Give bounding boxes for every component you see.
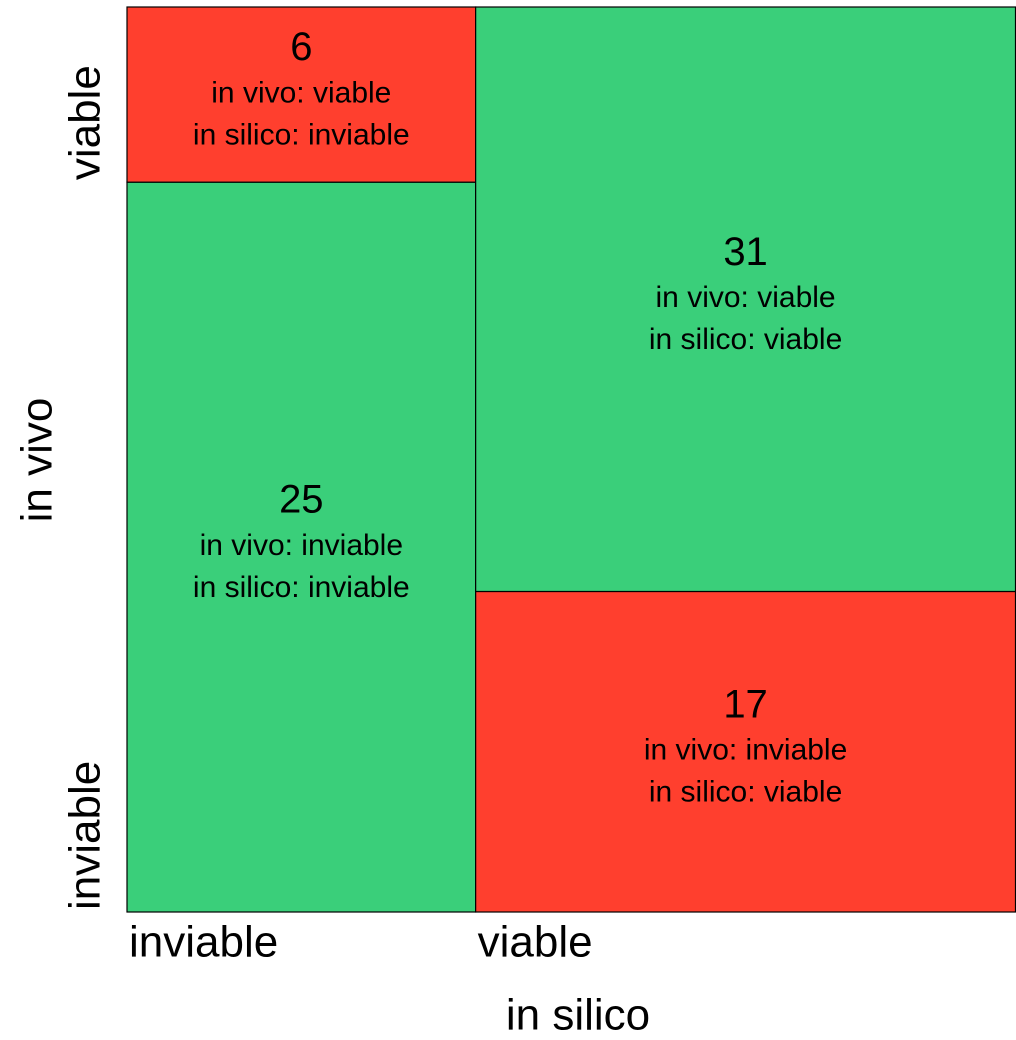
y-tick-label: viable (61, 65, 110, 180)
mosaic-cell (126, 6, 477, 183)
cell-text: in vivo: viable (656, 281, 836, 314)
cell-text: in silico: inviable (193, 119, 410, 152)
x-tick-label: viable (478, 918, 593, 967)
cell-text: in vivo: inviable (200, 529, 403, 562)
cell-count: 25 (279, 478, 324, 522)
x-axis-label: in silico (506, 991, 650, 1040)
cell-text: in silico: viable (649, 776, 842, 809)
cell-count: 17 (723, 682, 768, 726)
cell-count: 6 (290, 25, 312, 69)
y-tick-label: inviable (61, 761, 110, 910)
cell-count: 31 (723, 230, 768, 274)
cell-text: in vivo: viable (211, 77, 391, 110)
cell-text: in silico: inviable (193, 571, 410, 604)
y-axis-label: in vivo (13, 398, 62, 523)
cell-text: in vivo: inviable (644, 734, 847, 767)
x-tick-label: inviable (129, 918, 278, 967)
cell-text: in silico: viable (649, 323, 842, 356)
mosaic-cell (126, 181, 477, 913)
mosaic-cell (475, 6, 1016, 593)
